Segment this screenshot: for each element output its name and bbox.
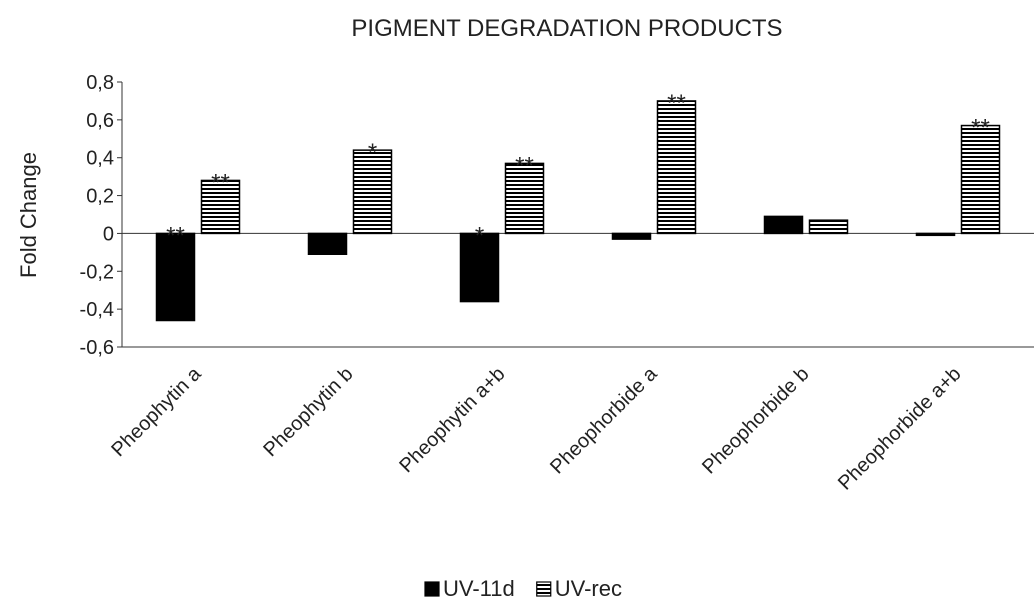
bar (459, 232, 500, 303)
legend-swatch (536, 581, 552, 597)
legend-label: UV-11d (443, 576, 515, 601)
significance-mark: ** (515, 152, 534, 179)
bar (307, 232, 348, 256)
bar (915, 232, 956, 237)
x-tick-label: Pheophytin b (259, 363, 357, 461)
y-tick-label: 0,2 (86, 186, 114, 208)
x-tick-label: Pheophytin a+b (395, 363, 509, 477)
bar (808, 219, 849, 235)
x-tick-label: Pheophorbide a (546, 362, 662, 478)
significance-mark: ** (667, 90, 686, 117)
y-tick-label: -0,6 (80, 337, 114, 359)
legend-label: UV-rec (555, 576, 622, 601)
x-tick-label: Pheophorbide b (698, 363, 813, 478)
y-tick-label: -0,2 (80, 261, 114, 283)
significance-mark: ** (971, 115, 990, 142)
bar (611, 232, 652, 240)
y-tick-label: 0 (103, 223, 114, 245)
significance-mark: * (368, 139, 377, 166)
bar (352, 149, 393, 235)
bar (960, 124, 1001, 235)
legend: UV-11d UV-rec (424, 576, 622, 601)
y-tick-label: 0,4 (86, 148, 114, 170)
y-tick-label: 0,8 (86, 72, 114, 94)
y-axis-label: Fold Change (16, 152, 41, 278)
significance-mark: * (475, 222, 484, 249)
significance-mark: ** (211, 169, 230, 196)
chart-title: PIGMENT DEGRADATION PRODUCTS (351, 15, 782, 42)
bar (763, 215, 804, 235)
bar (656, 100, 697, 235)
bar (200, 179, 241, 235)
bar (504, 162, 545, 235)
y-tick-label: 0,6 (86, 110, 114, 132)
bar (155, 232, 196, 322)
significance-mark: ** (166, 222, 185, 249)
x-tick-label: Pheophorbide a+b (834, 363, 966, 495)
y-tick-label: -0,4 (80, 299, 114, 321)
legend-swatch (424, 581, 440, 597)
x-tick-label: Pheophytin a (107, 362, 206, 461)
